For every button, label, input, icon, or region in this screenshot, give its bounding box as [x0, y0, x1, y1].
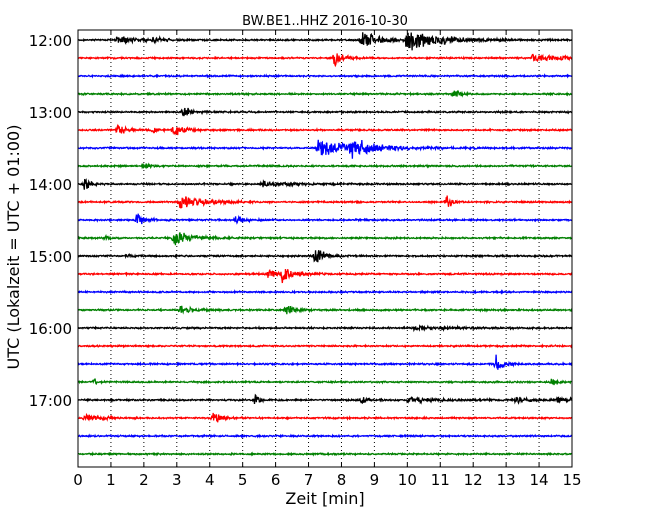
y-axis-label: UTC (Lokalzeit = UTC + 01:00): [4, 125, 23, 370]
trace-line: [77, 250, 573, 263]
trace-line: [77, 289, 573, 295]
y-tick-label: 17:00: [29, 392, 72, 410]
trace-line: [77, 162, 573, 170]
trace-line: [77, 195, 573, 209]
trace-line: [77, 412, 573, 423]
x-tick-label: 8: [337, 471, 347, 489]
x-tick-label: 15: [562, 471, 581, 489]
trace-line: [77, 73, 573, 79]
y-tick-label: 13:00: [29, 104, 72, 122]
trace-line: [77, 343, 573, 349]
trace-line: [77, 433, 573, 439]
x-tick-label: 3: [172, 471, 182, 489]
trace-line: [77, 324, 573, 333]
x-tick-label: 10: [398, 471, 417, 489]
trace-line: [77, 107, 573, 117]
grid-lines: [110, 30, 540, 467]
x-tick-label: 14: [530, 471, 549, 489]
y-tick-label: 15:00: [29, 248, 72, 266]
trace-line: [77, 393, 573, 405]
x-tick-label: 6: [271, 471, 281, 489]
trace-line: [77, 53, 573, 68]
trace-line: [77, 139, 573, 159]
x-tick-label: 0: [73, 471, 83, 489]
trace-line: [77, 354, 573, 370]
plot-frame: [77, 29, 573, 468]
trace-line: [77, 232, 573, 246]
trace-line: [77, 32, 573, 51]
trace-line: [77, 123, 573, 136]
trace-group: [77, 32, 573, 457]
y-tick-label: 12:00: [29, 32, 72, 50]
x-tick-label: 9: [370, 471, 380, 489]
trace-line: [78, 451, 573, 457]
trace-line: [77, 213, 573, 225]
x-tick-label: 2: [139, 471, 149, 489]
y-tick-label: 14:00: [29, 176, 72, 194]
trace-line: [77, 268, 573, 284]
trace-line: [77, 89, 573, 98]
x-tick-label: 12: [464, 471, 483, 489]
x-axis-label: Zeit [min]: [285, 489, 364, 508]
x-tick-label: 5: [238, 471, 248, 489]
trace-line: [77, 178, 573, 190]
x-tick-label: 11: [431, 471, 450, 489]
y-tick-label: 16:00: [29, 320, 72, 338]
chart-title: BW.BE1..HHZ 2016-10-30: [242, 14, 408, 29]
x-tick-label: 7: [304, 471, 314, 489]
axis-ticks: 0 1 2 3 4 5 6 7 8 9 10 11 12 13 14 1512:0013:0014:0015:…: [29, 30, 582, 489]
x-tick-label: 1: [106, 471, 116, 489]
trace-line: [77, 305, 573, 315]
trace-line: [77, 378, 573, 386]
x-tick-label: 4: [205, 471, 215, 489]
x-tick-label: 13: [497, 471, 516, 489]
